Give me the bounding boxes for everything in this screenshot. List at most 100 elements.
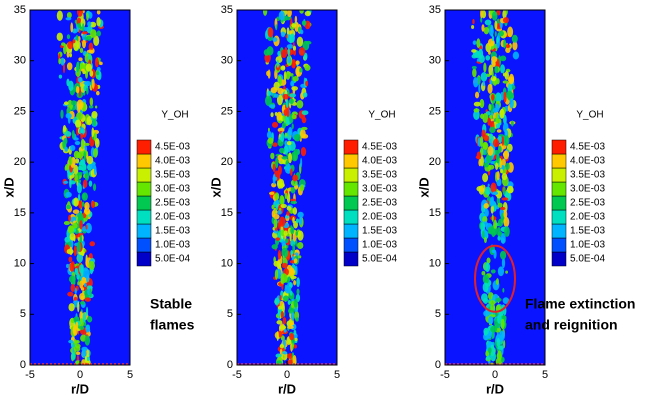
flame-blob — [502, 287, 505, 293]
flame-blob — [494, 65, 499, 74]
flame-blob — [283, 230, 288, 236]
flame-blob — [505, 44, 511, 49]
colorbar-swatch — [551, 167, 567, 183]
flame-blob — [84, 208, 91, 215]
flame-blob — [286, 141, 292, 146]
flame-blob — [497, 118, 502, 124]
flame-blob — [82, 39, 87, 49]
flame-blob — [292, 354, 297, 365]
flame-blob — [293, 148, 300, 156]
colorbar-label: 3.0E-03 — [570, 184, 605, 195]
colorbar-label: 4.5E-03 — [570, 142, 605, 153]
flame-blob — [267, 137, 274, 144]
flame-blob — [483, 330, 488, 336]
flame-blob — [299, 29, 304, 35]
colorbar-swatch — [343, 237, 359, 253]
flame-blob — [89, 70, 94, 77]
flame-blob — [490, 182, 497, 194]
flame-blob — [282, 317, 287, 325]
flame-blob — [273, 218, 278, 229]
flame-blob — [84, 355, 87, 363]
flame-blob — [295, 231, 298, 236]
flame-blob — [78, 161, 85, 166]
flame-blob — [64, 236, 71, 243]
flame-blob — [76, 241, 81, 253]
flame-blob — [495, 162, 499, 171]
flame-blob — [474, 91, 480, 99]
flame-blob — [296, 99, 304, 109]
flame-blob — [81, 201, 85, 207]
flame-blob — [476, 151, 482, 160]
flame-blob — [67, 291, 74, 297]
flame-blob — [282, 255, 285, 261]
flame-blob — [275, 199, 280, 205]
colorbar-swatch — [136, 181, 152, 197]
y-axis-label: x/D — [416, 177, 431, 197]
flame-blob — [472, 40, 477, 45]
flame-blob — [281, 156, 289, 160]
y-tick-label: 5 — [227, 308, 233, 320]
colorbar-label: 2.5E-03 — [570, 198, 605, 209]
flame-blob — [511, 34, 518, 43]
flame-blob — [490, 269, 496, 274]
flame-blob — [277, 305, 283, 310]
flame-blob — [285, 70, 291, 80]
flame-blob — [495, 123, 501, 129]
flame-blob — [78, 179, 82, 184]
flame-blob — [290, 249, 293, 256]
flame-blob — [72, 209, 80, 214]
flame-blob — [96, 10, 101, 15]
flame-blob — [65, 204, 72, 210]
flame-blob — [274, 111, 278, 116]
flame-blob — [299, 10, 304, 14]
y-tick-label: 10 — [221, 257, 233, 269]
flame-blob — [500, 168, 503, 174]
flame-blob — [86, 35, 92, 41]
flame-blob — [472, 68, 477, 78]
flame-blob — [480, 10, 483, 19]
flame-blob — [496, 337, 501, 348]
flame-blob — [279, 147, 285, 154]
flame-blob — [284, 238, 289, 244]
flame-blob — [273, 93, 280, 98]
flame-blob — [86, 285, 93, 290]
flame-blob — [79, 311, 83, 320]
flame-blob — [284, 192, 288, 200]
colorbar-label: 2.5E-03 — [362, 198, 397, 209]
flame-blob — [495, 278, 499, 286]
flame-blob — [74, 173, 78, 183]
colorbar-label: 3.0E-03 — [155, 184, 190, 195]
flame-blob — [500, 356, 505, 363]
flame-blob — [81, 359, 86, 365]
flame-blob — [292, 174, 299, 182]
flame-blob — [502, 10, 507, 19]
flame-blob — [279, 195, 285, 206]
flame-blob — [510, 120, 514, 127]
flame-blob — [79, 318, 84, 329]
flame-blob — [80, 301, 86, 305]
flame-blob — [482, 112, 489, 124]
flame-blob — [76, 111, 83, 121]
flame-blob — [503, 150, 510, 160]
flame-blob — [81, 276, 86, 284]
flame-blob — [503, 91, 507, 103]
flame-blob — [503, 210, 508, 219]
flame-blob — [304, 64, 311, 71]
flame-blob — [93, 35, 100, 47]
flame-blob — [503, 17, 510, 24]
colorbar-swatch — [136, 153, 152, 169]
flame-blob — [291, 86, 299, 91]
flame-blob — [491, 228, 496, 238]
flame-blob — [271, 204, 275, 210]
flame-blob — [506, 90, 513, 100]
flame-blob — [483, 162, 489, 168]
y-tick-label: 0 — [20, 359, 26, 371]
flame-blob — [82, 23, 85, 32]
flame-blob — [76, 10, 83, 17]
flame-blob — [501, 197, 509, 201]
flame-blob — [73, 345, 81, 352]
flame-blob — [270, 112, 274, 118]
flame-blob — [497, 145, 502, 153]
flame-blob — [292, 60, 296, 69]
flame-blob — [292, 45, 297, 51]
